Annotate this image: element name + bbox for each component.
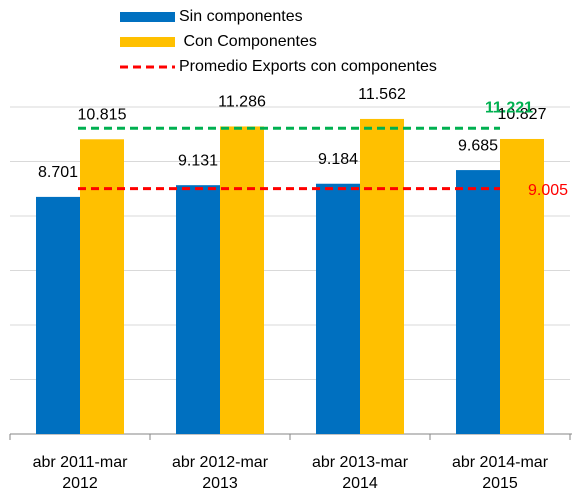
data-label: 9.685 — [458, 137, 498, 154]
x-tick-label: abr 2013-mar 2014 — [311, 454, 409, 492]
legend-swatch — [120, 12, 175, 22]
data-label: 9.131 — [178, 152, 218, 169]
legend-label: Con Componentes — [179, 33, 317, 50]
bar — [36, 196, 80, 434]
x-tick-label: abr 2014-mar 2015 — [451, 454, 549, 492]
bar — [220, 126, 264, 435]
reference-label: 11.221 — [485, 99, 533, 116]
x-tick-label: abr 2012-mar 2013 — [171, 454, 269, 492]
legend-label: Promedio Exports con componentes — [179, 58, 437, 75]
data-label: 11.286 — [218, 94, 266, 111]
data-label: 8.701 — [38, 164, 78, 181]
bar — [316, 183, 360, 434]
data-label: 11.562 — [358, 86, 406, 103]
bar — [80, 139, 124, 434]
legend-label: Sin componentes — [179, 8, 303, 25]
x-tick-label: abr 2011-mar 2012 — [32, 454, 128, 492]
data-label: 10.815 — [78, 107, 127, 124]
bar — [500, 138, 544, 435]
bar — [456, 170, 500, 435]
bar — [360, 118, 404, 435]
bar — [176, 185, 220, 434]
legend-swatch — [120, 37, 175, 47]
data-label: 9.184 — [318, 151, 358, 168]
reference-label: 9.005 — [528, 182, 568, 199]
data-label: 10.827 — [498, 106, 547, 123]
